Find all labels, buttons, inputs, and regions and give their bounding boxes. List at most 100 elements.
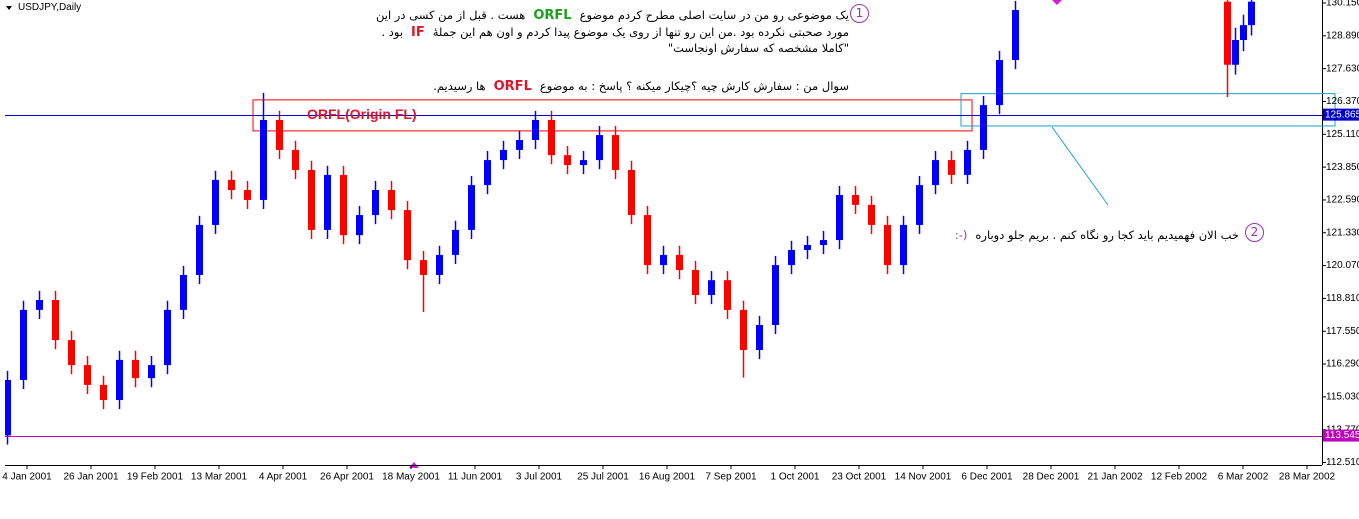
candle-body xyxy=(612,135,619,170)
zone-label: ORFL(Origin FL) xyxy=(307,106,417,122)
x-tick-label: 18 May 2001 xyxy=(382,472,440,483)
candle-body xyxy=(148,365,155,379)
y-tick-label: 126.370 xyxy=(1326,96,1359,107)
x-tick-label: 3 Jul 2001 xyxy=(516,472,563,483)
candle-body xyxy=(868,204,875,225)
x-tick-label: 6 Mar 2002 xyxy=(1218,472,1269,483)
pointer-line xyxy=(1051,126,1109,206)
note-keyword: IF xyxy=(411,25,425,40)
x-tick-label: 14 Nov 2001 xyxy=(895,472,952,483)
y-tick-label: 122.590 xyxy=(1326,195,1359,206)
y-tick-label: 125.110 xyxy=(1326,129,1359,140)
candle-body xyxy=(36,299,43,310)
candle-body xyxy=(740,309,747,350)
candle-body xyxy=(180,274,187,310)
plot xyxy=(5,0,1336,445)
candle-body xyxy=(1248,1,1255,26)
candle-body xyxy=(276,119,283,150)
diamond-marker xyxy=(1052,0,1062,5)
candle-body xyxy=(196,224,203,275)
candle-body xyxy=(1012,10,1019,61)
candle-body xyxy=(820,240,827,246)
note-text: ها رسیدیم. xyxy=(433,79,486,93)
candle-body xyxy=(708,280,715,296)
candle-body xyxy=(228,179,235,191)
price-label-box xyxy=(1323,108,1359,121)
note-line: سوال من : سفارش کارش چیه ؟چیکار میکنه ؟ … xyxy=(429,78,853,95)
zone-rect xyxy=(960,93,1336,127)
candle-body xyxy=(548,119,555,156)
candle-body xyxy=(500,149,507,161)
candle-body xyxy=(932,160,939,186)
candle-body xyxy=(676,254,683,271)
menu-arrow[interactable] xyxy=(6,6,12,10)
y-tick-label: 128.890 xyxy=(1326,30,1359,41)
candle-body xyxy=(772,265,779,325)
candle-body xyxy=(580,160,587,166)
note-text: مورد صحبتی نکرده بود .من این رو تنها از … xyxy=(432,25,849,39)
candle-body xyxy=(20,309,27,380)
x-tick-label: 4 Jan 2001 xyxy=(2,472,52,483)
candle-body xyxy=(516,140,523,150)
candle-body xyxy=(452,229,459,255)
note-marker: 1 xyxy=(850,4,869,23)
chart-title: USDJPY,Daily xyxy=(18,2,82,13)
candle-body xyxy=(84,365,91,385)
x-tick-label: 13 Mar 2001 xyxy=(191,472,248,483)
price-label: 113.545 xyxy=(1325,430,1359,441)
candle-body xyxy=(964,149,971,175)
candle-body xyxy=(724,280,731,310)
note-text: خب الان فهمیدیم باید کجا رو نگاه کنم . ب… xyxy=(975,228,1239,242)
candle-body xyxy=(372,190,379,216)
candle-body xyxy=(68,340,75,366)
candle-body xyxy=(628,169,635,216)
candle-body xyxy=(564,155,571,166)
note-marker: 2 xyxy=(1245,223,1264,242)
x-tick-label: 7 Sep 2001 xyxy=(705,472,757,483)
x-tick-label: 6 Dec 2001 xyxy=(961,472,1013,483)
candle-body xyxy=(596,135,603,161)
note-text: "کاملا مشخصه که سفارش اونجاست" xyxy=(667,41,849,55)
y-tick-label: 117.550 xyxy=(1326,326,1359,337)
candle-body xyxy=(996,60,1003,106)
price-label-box xyxy=(1323,429,1359,442)
note-text: یک موضوعی رو من در سایت اصلی مطرح کردم م… xyxy=(579,8,849,22)
candle-body xyxy=(212,179,219,225)
y-tick-label: 127.630 xyxy=(1326,63,1359,74)
candle-body xyxy=(532,119,539,141)
candle-body xyxy=(292,149,299,170)
candle-body xyxy=(900,224,907,266)
note-line: مورد صحبتی نکرده بود .من این رو تنها از … xyxy=(377,24,853,41)
candle-body xyxy=(52,299,59,341)
x-tick-label: 21 Jan 2002 xyxy=(1087,472,1142,483)
candle-body xyxy=(356,215,363,236)
note-keyword: ORFL xyxy=(533,8,572,23)
note-text: سوال من : سفارش کارش چیه ؟چیکار میکنه ؟ … xyxy=(539,79,849,93)
candle-body xyxy=(404,210,411,261)
candle-body xyxy=(804,245,811,250)
candle-body xyxy=(116,359,123,401)
candle-body xyxy=(1224,1,1231,65)
x-tick-label: 16 Aug 2001 xyxy=(639,472,696,483)
candle-body xyxy=(260,119,267,200)
y-tick-label: 116.290 xyxy=(1326,359,1359,370)
candle-body xyxy=(756,324,763,350)
candle-body xyxy=(948,160,955,175)
y-tick-label: 130.150 xyxy=(1326,0,1359,9)
candle-body xyxy=(100,384,107,401)
candle-body xyxy=(644,215,651,266)
candle-body xyxy=(5,379,11,436)
x-tick-label: 26 Apr 2001 xyxy=(320,472,374,483)
note-text: هست . قبل از من کسی در این xyxy=(376,8,526,22)
price-label: 125.865 xyxy=(1325,109,1359,120)
candle-body xyxy=(388,190,395,211)
x-tick-label: 11 Jun 2001 xyxy=(448,472,503,483)
candle-body xyxy=(436,254,443,275)
x-tick-label: 25 Jul 2001 xyxy=(577,472,629,483)
candle-body xyxy=(916,185,923,225)
note-line: "کاملا مشخصه که سفارش اونجاست" xyxy=(664,40,853,56)
candle-body xyxy=(692,270,699,296)
candle-body xyxy=(132,359,139,379)
